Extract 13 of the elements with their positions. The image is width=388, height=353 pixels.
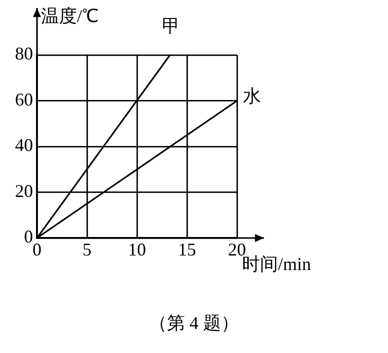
y-tick-label: 80 [15, 44, 33, 64]
x-tick-label: 5 [82, 240, 92, 260]
text: （第 4 题） [149, 313, 239, 333]
series-label: 水 [243, 86, 261, 106]
y-axis-title: 温度/℃ [41, 6, 100, 26]
x-axis-title: 时间/min [242, 254, 312, 274]
x-tick-label: 15 [178, 240, 196, 260]
y-tick-label: 60 [15, 89, 33, 110]
y-tick-label: 20 [15, 180, 33, 201]
x-tick-label: 10 [128, 240, 146, 260]
y-tick-label: 40 [15, 135, 33, 156]
series-label: 甲 [162, 16, 180, 36]
y-tick-label: 0 [24, 226, 33, 247]
